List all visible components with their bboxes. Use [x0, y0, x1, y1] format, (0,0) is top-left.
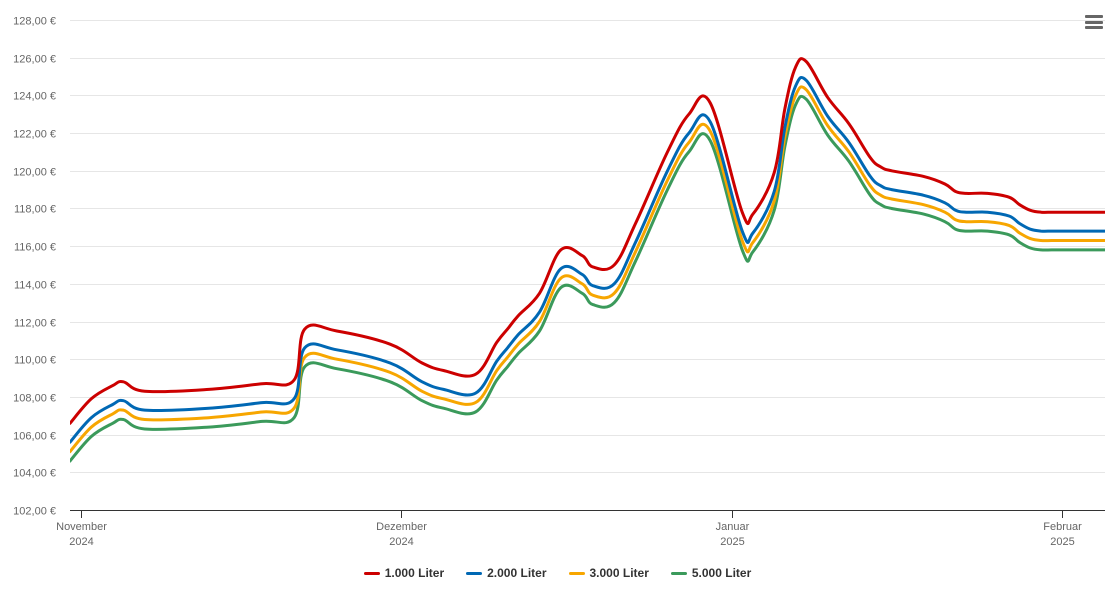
x-tick-label-year: 2025 — [1050, 536, 1074, 548]
y-tick-label: 102,00 € — [13, 506, 56, 518]
y-tick-label: 114,00 € — [14, 280, 56, 292]
legend-item-2000-liter[interactable]: 2.000 Liter — [466, 562, 547, 584]
y-tick-label: 110,00 € — [14, 355, 56, 367]
y-tick-label: 116,00 € — [14, 242, 56, 254]
x-axis: November 2024 Dezember 2024 Januar 2025 Februa… — [56, 510, 1105, 548]
x-tick-label-month: Dezember — [376, 521, 427, 533]
y-tick-label: 126,00 € — [13, 54, 56, 66]
series-line-1-000-liter[interactable] — [70, 57, 1105, 425]
legend-item-1000-liter[interactable]: 1.000 Liter — [363, 562, 445, 584]
x-tick-label-month: Januar — [716, 521, 750, 533]
x-tick-label-month: November — [56, 521, 107, 533]
legend-label: 3.000 Liter — [589, 566, 649, 580]
legend-swatch — [466, 571, 483, 575]
chart-legend: 1.000 Liter 2.000 Liter 3.000 Liter 5.00… — [0, 562, 1115, 584]
x-tick-label-month: Februar — [1043, 521, 1082, 533]
legend-item-5000-liter[interactable]: 5.000 Liter — [670, 562, 752, 584]
y-tick-label: 120,00 € — [13, 167, 56, 179]
y-tick-label: 124,00 € — [13, 91, 56, 103]
x-tick-label-year: 2025 — [720, 536, 744, 548]
hamburger-menu-icon — [1085, 15, 1103, 18]
legend-label: 5.000 Liter — [691, 566, 752, 580]
hamburger-menu-icon-bar — [1085, 26, 1103, 29]
series-line-2-000-liter[interactable] — [70, 76, 1105, 444]
legend-swatch — [363, 571, 380, 575]
series-lines — [70, 57, 1105, 463]
y-tick-label: 106,00 € — [13, 431, 56, 443]
x-tick-label-year: 2024 — [69, 536, 93, 548]
y-tick-label: 128,00 € — [13, 16, 56, 28]
grid-lines — [70, 20, 1105, 473]
x-tick-label-year: 2024 — [389, 536, 413, 548]
y-tick-label: 108,00 € — [13, 393, 56, 405]
series-line-5-000-liter[interactable] — [70, 94, 1105, 463]
y-axis-labels: 102,00 € 104,00 € 106,00 € 108,00 € 110,00 €… — [13, 16, 56, 518]
y-tick-label: 118,00 € — [14, 204, 56, 216]
y-tick-label: 112,00 € — [14, 318, 56, 330]
y-tick-label: 104,00 € — [13, 468, 56, 480]
legend-label: 1.000 Liter — [384, 566, 445, 580]
legend-swatch — [568, 571, 585, 575]
legend-item-3000-liter[interactable]: 3.000 Liter — [568, 562, 649, 584]
legend-label: 2.000 Liter — [487, 566, 547, 580]
hamburger-menu-icon-bar — [1085, 20, 1103, 24]
y-tick-label: 122,00 € — [13, 129, 56, 141]
chart-menu-button[interactable] — [1082, 12, 1106, 32]
legend-swatch — [670, 571, 687, 575]
series-line-3-000-liter[interactable] — [70, 85, 1105, 454]
